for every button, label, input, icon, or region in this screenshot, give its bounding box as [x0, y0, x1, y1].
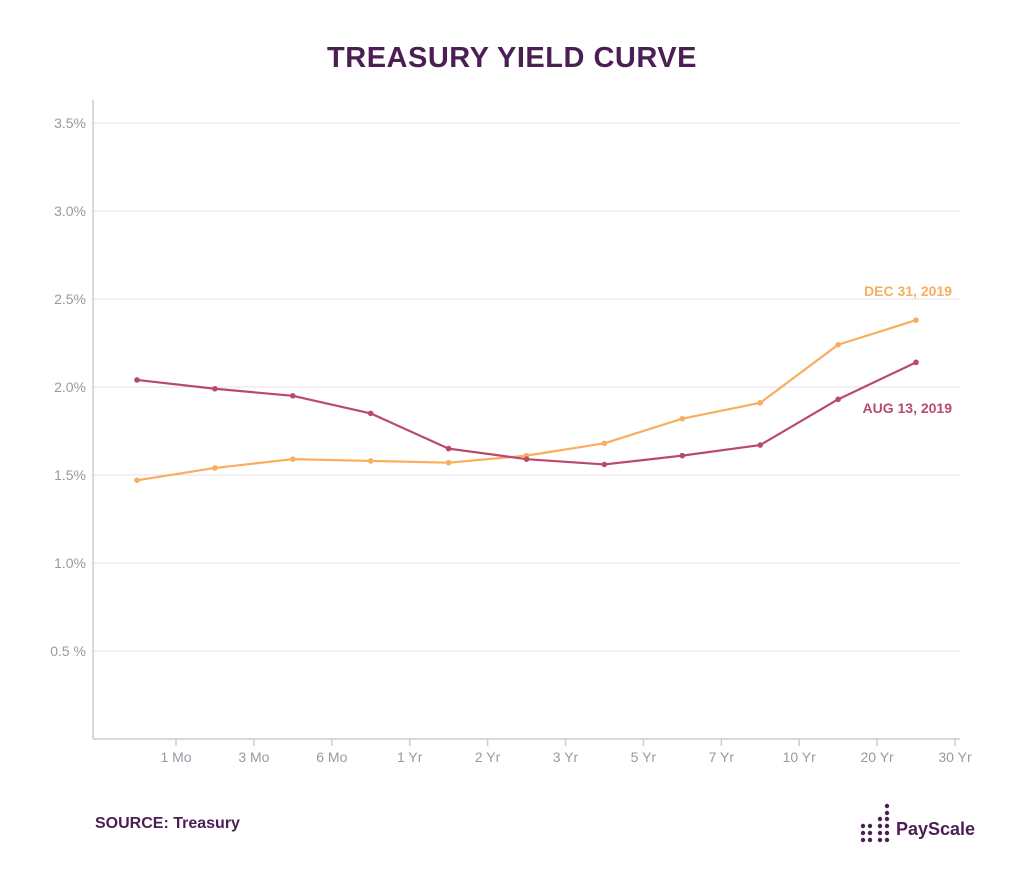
series-point: [835, 341, 841, 348]
x-tick-label: 7 Yr: [709, 749, 735, 765]
series-point: [835, 396, 841, 403]
series-point: [913, 359, 919, 366]
series-point: [679, 452, 686, 459]
series-label-1: AUG 13, 2019: [863, 400, 953, 416]
x-tick-label: 20 Yr: [860, 749, 894, 765]
y-tick-label: 1.5%: [54, 467, 86, 483]
series-point: [134, 377, 140, 383]
x-tick-label: 1 Yr: [397, 749, 423, 765]
series-point: [913, 317, 919, 323]
series-line-1: [136, 361, 917, 466]
x-tick-label: 3 Mo: [238, 749, 269, 765]
series-point: [445, 459, 452, 466]
series-point: [679, 415, 686, 422]
series-label-0: DEC 31, 2019: [864, 283, 952, 299]
grid-lines: [93, 122, 960, 652]
y-tick-label: 2.5%: [54, 291, 86, 307]
x-tick-labels: 1 Mo 3 Mo 6 Mo 1 Yr 2 Yr 3 Yr 5 Yr 7 Yr 10 Yr 20 …: [160, 749, 972, 765]
payscale-logo: PayScale: [860, 803, 975, 843]
series-point: [290, 456, 296, 462]
y-tick-label: 1.0%: [54, 555, 86, 571]
series-point: [290, 393, 296, 399]
chart-title: TREASURY YIELD CURVE: [327, 42, 697, 74]
series-point: [523, 456, 530, 462]
series-point: [757, 442, 763, 448]
series-point: [212, 465, 218, 471]
series-point: [601, 461, 608, 468]
series-point: [367, 458, 374, 464]
y-tick-labels: 0.5 % 1.0% 1.5% 2.0% 2.5% 3.0% 3.5%: [50, 115, 86, 659]
source-note: SOURCE: Treasury: [95, 815, 240, 832]
brand-name: PayScale: [896, 819, 976, 839]
series-point: [134, 477, 140, 484]
series-point: [445, 445, 452, 452]
x-tick-label: 3 Yr: [553, 749, 579, 765]
series-point: [601, 440, 608, 447]
series-point: [212, 385, 218, 392]
y-tick-label: 0.5 %: [50, 643, 86, 659]
x-tick-label: 6 Mo: [316, 749, 347, 765]
series-lines: [134, 317, 919, 484]
x-tick-label: 30 Yr: [938, 749, 972, 765]
series-labels: DEC 31, 2019 AUG 13, 2019: [863, 283, 953, 416]
axes: [92, 100, 960, 746]
x-tick-label: 5 Yr: [631, 749, 657, 765]
y-tick-label: 3.0%: [54, 203, 86, 219]
x-tick-label: 1 Mo: [160, 749, 191, 765]
x-tick-label: 10 Yr: [783, 749, 817, 765]
y-tick-label: 2.0%: [54, 379, 86, 395]
x-tick-label: 2 Yr: [475, 749, 501, 765]
series-point: [757, 400, 763, 406]
series-point: [367, 410, 374, 417]
y-tick-label: 3.5%: [54, 115, 86, 131]
payscale-dots-icon: [860, 803, 890, 843]
